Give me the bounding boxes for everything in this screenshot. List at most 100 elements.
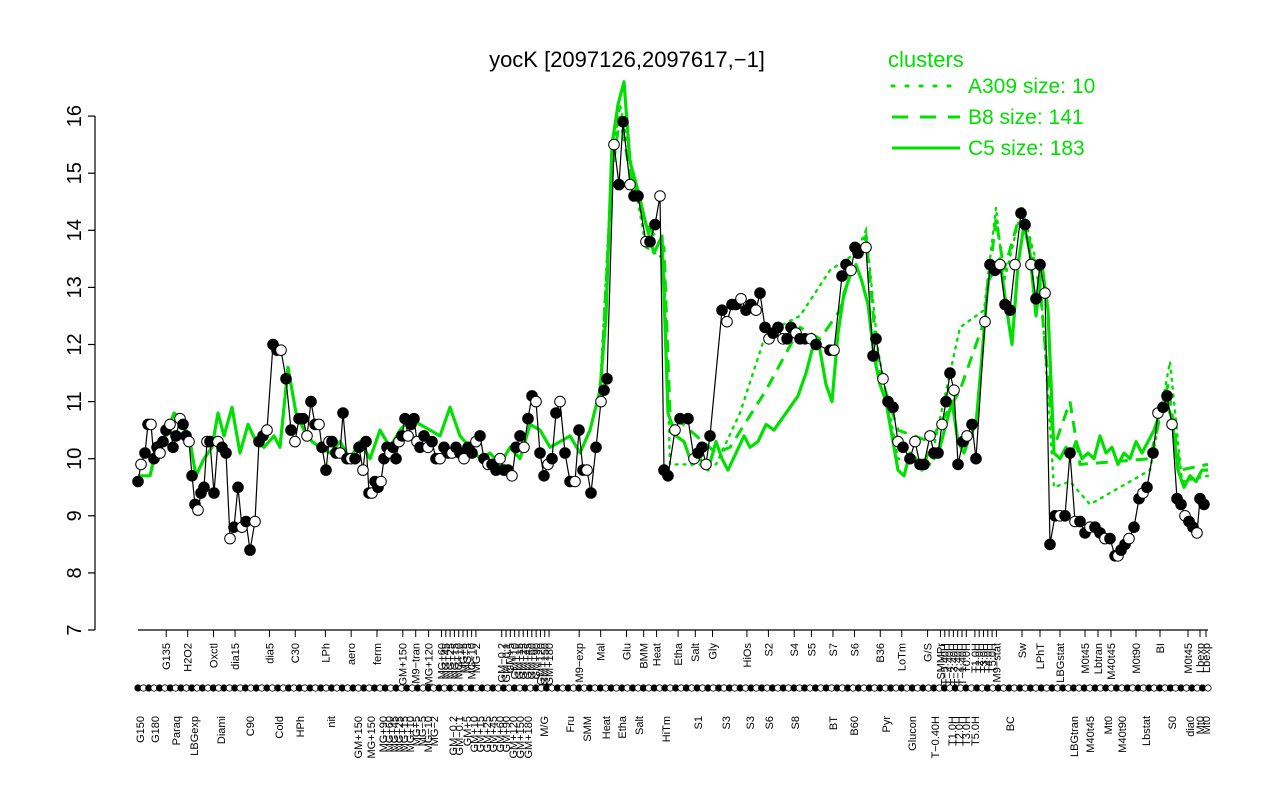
x-tick-label: S2 <box>763 643 775 656</box>
x-tick-label: M9−stat <box>991 643 1003 682</box>
data-point <box>275 344 287 357</box>
y-tick-label: 12 <box>64 333 86 355</box>
data-point <box>721 315 733 328</box>
x-tick-label: BT <box>828 716 840 730</box>
data-point <box>918 458 930 471</box>
x-tick-label: GM+120 <box>508 716 520 759</box>
x-tick-label: T−0.40H <box>930 716 942 759</box>
x-tick-label: T3.0H <box>961 716 973 746</box>
x-tick-label: GM+90 <box>501 716 513 752</box>
x-tick-label: S5 <box>806 643 818 656</box>
x-tick-label: Fru <box>565 716 577 733</box>
data-point <box>554 395 566 408</box>
data-point <box>360 435 372 448</box>
data-point <box>157 435 169 448</box>
x-tick-label: nit <box>326 716 338 728</box>
x-tick-label: GM−0.2 <box>497 643 509 682</box>
data-point <box>887 401 899 414</box>
x-tick-label: MG+150 <box>366 716 378 759</box>
x-tick-label: MG+5 <box>411 716 423 746</box>
x-tick-label: BMM <box>639 643 651 669</box>
legend-label: B8 size: 141 <box>968 106 1084 129</box>
x-tick-label: S6 <box>849 643 861 656</box>
x-tick-label: GM+60 <box>527 643 539 679</box>
data-point <box>979 315 991 328</box>
x-tick-label: Glu <box>621 643 633 660</box>
data-point <box>897 441 909 454</box>
x-tick-label: G135 <box>161 643 173 670</box>
x-tick-label: GM+25 <box>518 643 530 679</box>
data-point <box>1039 287 1051 299</box>
x-tick-label: S4 <box>789 643 801 656</box>
data-point <box>944 367 956 379</box>
x-tick-label: S7 <box>828 643 840 656</box>
data-point <box>530 395 542 408</box>
data-point <box>297 412 309 425</box>
x-tick-label: M/G <box>539 716 551 737</box>
x-tick-label: Etha <box>673 642 685 666</box>
y-tick-label: 13 <box>64 276 86 298</box>
data-point <box>781 333 793 345</box>
x-tick-label: GM+10 <box>469 716 481 752</box>
data-point <box>909 435 921 448</box>
x-tick-label: GM+120 <box>535 643 547 686</box>
x-tick-label: MG+10 <box>454 643 466 679</box>
data-point <box>261 424 273 436</box>
data-point <box>870 333 882 345</box>
data-point <box>538 470 550 482</box>
x-tick-label: T2.0H <box>954 716 966 746</box>
x-tick-label: Gly <box>707 643 719 660</box>
x-tick-label: Mal <box>596 643 608 661</box>
x-tick-label: dia5 <box>264 643 276 664</box>
x-tick-label: Diami <box>216 716 228 744</box>
data-point <box>1191 527 1203 539</box>
data-point <box>220 447 232 459</box>
x-tick-label: Mt0 <box>1195 716 1207 734</box>
x-tick-label: SMMPr <box>935 643 947 680</box>
x-tick-label: MG+45 <box>389 716 401 752</box>
x-tick-label: M40t90 <box>1117 716 1129 753</box>
x-tick-label: Heat <box>601 716 613 739</box>
data-point <box>1064 447 1076 459</box>
data-point <box>1147 447 1159 459</box>
data-point <box>1161 390 1173 402</box>
x-tick-label: T5.0H <box>987 643 999 673</box>
x-tick-label: B36 <box>875 643 887 663</box>
data-point <box>924 430 936 442</box>
cluster-line-b8 <box>598 115 1209 472</box>
data-point <box>1141 481 1153 494</box>
data-point <box>192 504 204 516</box>
x-tick-label: LBGstat <box>1055 643 1067 683</box>
x-tick-label: aero <box>346 643 358 665</box>
x-tick-label: T3.0H <box>978 643 990 673</box>
data-point <box>170 430 182 442</box>
data-point <box>1004 304 1016 317</box>
x-tick-label: T1.0H <box>947 716 959 746</box>
y-ticks: 7 8 9 10 11 12 13 14 15 16 <box>64 105 95 636</box>
data-point <box>867 350 879 362</box>
data-point <box>936 418 948 431</box>
data-point <box>644 235 656 248</box>
x-tick-label: S3 <box>745 716 757 729</box>
legend-title: clusters <box>888 47 964 72</box>
data-point <box>704 430 716 442</box>
x-tick-label: GM+150 <box>398 643 410 686</box>
y-tick-label: 14 <box>64 219 86 241</box>
data-point <box>506 470 518 482</box>
x-tick-label: LoTm <box>897 643 909 671</box>
x-tick-label: MG−5 <box>417 716 429 746</box>
data-point <box>966 418 978 431</box>
x-tick-label: Pyr <box>881 716 893 733</box>
data-point <box>649 218 661 231</box>
data-point <box>1074 515 1086 528</box>
data-point <box>1123 532 1135 545</box>
data-point <box>1175 498 1187 511</box>
data-point <box>337 407 349 419</box>
data-point <box>932 447 944 459</box>
x-tick-label: GM−0.1 <box>454 716 466 755</box>
y-tick-label: 16 <box>64 105 86 127</box>
x-tick-label: Salt <box>634 716 646 735</box>
data-point <box>305 395 317 408</box>
data-point <box>1030 293 1042 305</box>
